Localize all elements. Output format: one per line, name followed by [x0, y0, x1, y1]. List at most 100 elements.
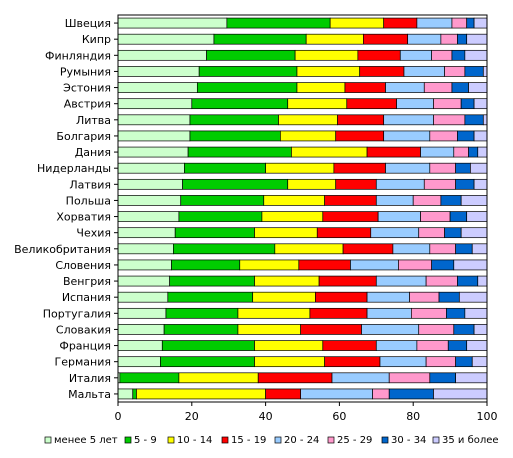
bar-segment [457, 275, 479, 287]
bar-segment [464, 49, 488, 61]
bar-segment [117, 259, 172, 271]
bar-segment [433, 98, 462, 110]
bar-segment [117, 211, 180, 222]
bar-segment [385, 162, 431, 174]
bar-segment [451, 17, 468, 29]
category-label: Швеция [65, 17, 111, 30]
bar-segment [333, 162, 386, 174]
category-label: Хорватия [56, 211, 111, 224]
bar-segment [451, 82, 469, 93]
bars-group [117, 17, 488, 400]
bar-segment [468, 146, 479, 158]
bar-segment [337, 114, 385, 126]
bar-segment [315, 291, 368, 303]
category-label: Польша [66, 194, 111, 207]
bar-segment [117, 340, 163, 351]
bar-segment [466, 17, 475, 29]
bar-segment [375, 178, 425, 190]
bar-segment [173, 243, 276, 255]
bar-segment [254, 275, 320, 287]
bar-segment [473, 324, 488, 335]
bar-segment [383, 114, 434, 126]
legend-swatch [167, 436, 175, 444]
bar-segment [324, 356, 381, 368]
bar-segment [455, 356, 473, 368]
bar-segment [366, 291, 410, 303]
legend-label: 35 и более [442, 435, 499, 446]
bar-segment [423, 82, 453, 93]
bar-segment [182, 178, 289, 190]
bar-segment [117, 227, 176, 239]
bar-segment [254, 340, 324, 351]
bar-segment [346, 98, 397, 110]
bar-segment [473, 130, 488, 142]
category-label: Латвия [69, 178, 111, 191]
bar-segment [117, 291, 169, 303]
bar-segment [117, 195, 182, 206]
bar-segment [366, 146, 421, 158]
bar-segment [117, 33, 215, 45]
bar-segment [425, 356, 456, 368]
bar-segment [178, 372, 259, 384]
bar-segment [444, 66, 466, 77]
bar-segment [455, 243, 473, 255]
bar-segment [477, 275, 488, 287]
bar-segment [226, 17, 331, 29]
category-label: Болгария [56, 130, 111, 143]
bar-segment [455, 178, 475, 190]
bar-segment [468, 82, 488, 93]
bar-segment [433, 388, 488, 400]
bar-segment [178, 211, 263, 222]
bar-segment [403, 66, 445, 77]
category-label: Кипр [82, 33, 111, 46]
legend-label: менее 5 лет [54, 435, 118, 446]
bar-segment [375, 275, 427, 287]
x-tick-label: 60 [332, 410, 346, 423]
bar-segment [189, 114, 279, 126]
bar-segment [331, 372, 390, 384]
bar-segment [377, 211, 421, 222]
bar-segment [411, 307, 447, 319]
category-label: Финляндия [45, 49, 111, 62]
bar-segment [265, 162, 335, 174]
x-axis: 0 20 40 60 80 100 [114, 14, 498, 423]
legend-swatch [44, 436, 52, 444]
bar-segment [482, 114, 488, 126]
bar-segment [418, 324, 455, 335]
bar-segment [392, 243, 431, 255]
category-label: Эстония [63, 82, 111, 95]
x-tick-label: 80 [406, 410, 420, 423]
bar-segment [457, 130, 475, 142]
bar-segment [300, 388, 373, 400]
bar-segment [420, 146, 455, 158]
bar-segment [453, 324, 475, 335]
bar-segment [471, 356, 488, 368]
bar-segment [383, 17, 418, 29]
bar-segment [447, 340, 468, 351]
bar-segment [388, 388, 434, 400]
bar-segment [370, 227, 420, 239]
bar-segment [466, 340, 488, 351]
bar-segment [161, 340, 255, 351]
category-label: Испания [62, 291, 111, 304]
legend: менее 5 лет 5 - 9 10 - 14 15 - 19 20 - 24 25 … [44, 435, 499, 446]
bar-segment [174, 227, 255, 239]
bar-segment [471, 243, 488, 255]
bar-segment [396, 98, 434, 110]
bar-segment [477, 146, 488, 158]
bar-segment [366, 307, 412, 319]
bar-segment [388, 372, 431, 384]
bar-segment [444, 227, 462, 239]
bar-segment [440, 33, 458, 45]
bar-segment [429, 243, 456, 255]
legend-label: 5 - 9 [134, 435, 157, 446]
bar-segment [132, 388, 137, 400]
bar-segment [329, 17, 385, 29]
bar-segment [455, 372, 488, 384]
bar-segment [438, 291, 460, 303]
bar-segment [278, 114, 338, 126]
bar-segment [416, 340, 449, 351]
category-label: Литва [76, 114, 111, 127]
bar-segment [407, 33, 442, 45]
